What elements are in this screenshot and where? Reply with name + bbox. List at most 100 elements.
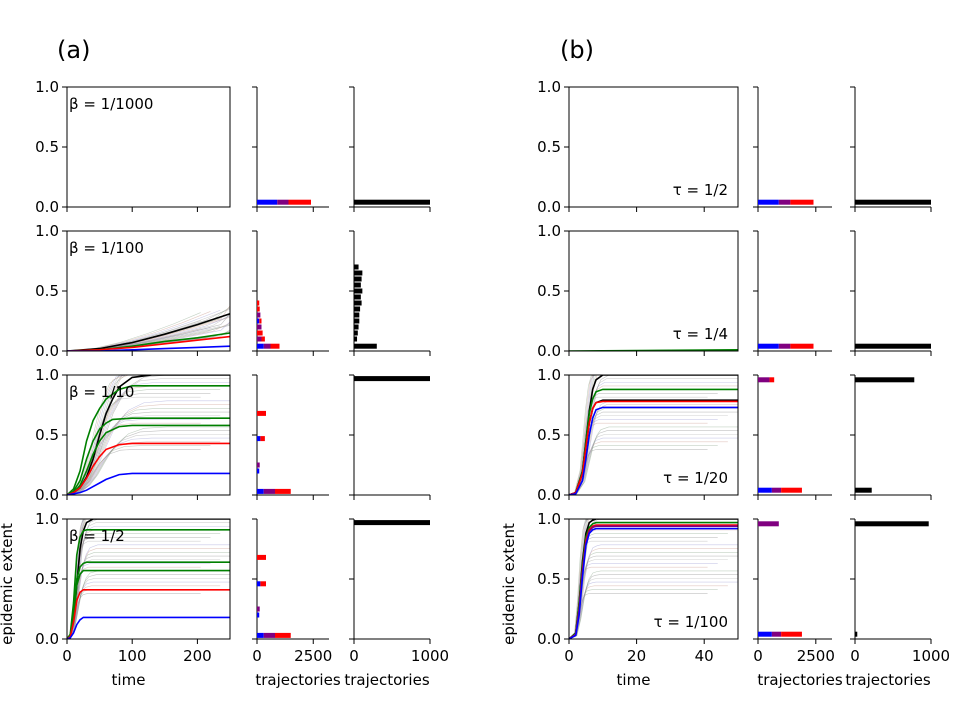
background-trajectory bbox=[67, 552, 230, 639]
series-line bbox=[67, 472, 230, 495]
panel-b: 0.0 0.5 1.0 τ = 1/2 0.0 0.5 1.0 τ = 1/4 0.0 0.5 1.… bbox=[500, 78, 950, 689]
hist-bar-segment bbox=[257, 612, 260, 618]
x-tick-label: 20 bbox=[627, 647, 646, 665]
hist-bar-segment bbox=[257, 324, 262, 330]
background-trajectory bbox=[569, 396, 708, 495]
series-line bbox=[67, 417, 230, 495]
hist-bar-segment bbox=[260, 581, 266, 587]
series-line bbox=[67, 569, 230, 639]
y-tick-label: 0.0 bbox=[537, 198, 561, 216]
y-tick-label: 0.5 bbox=[537, 138, 561, 156]
background-trajectory bbox=[569, 578, 738, 639]
panel-label-a: (a) bbox=[57, 36, 90, 64]
background-trajectory bbox=[67, 419, 211, 495]
background-trajectory bbox=[67, 537, 211, 639]
series-group bbox=[67, 375, 230, 495]
series-line bbox=[67, 528, 230, 639]
hist-bar bbox=[855, 487, 872, 493]
hist-bar-segment bbox=[277, 199, 289, 205]
hist-right-x-label: trajectories bbox=[344, 671, 430, 689]
background-trajectory bbox=[67, 411, 230, 495]
x-tick-label: 200 bbox=[183, 647, 212, 665]
hist-bar-segment bbox=[257, 554, 266, 560]
y-tick-label: 1.0 bbox=[537, 78, 561, 96]
y-tick-label: 0.0 bbox=[537, 486, 561, 504]
y-tick-label: 0.5 bbox=[537, 426, 561, 444]
hist-bar bbox=[354, 199, 430, 205]
series-line bbox=[67, 616, 230, 639]
hist-bar bbox=[354, 343, 377, 349]
hist-bar bbox=[855, 377, 915, 383]
y-tick-label: 0.0 bbox=[35, 198, 59, 216]
panels: 0.0 0.5 1.0 β = 1/1000 0.0 0.5 1.0 β = 1/100 0.0… bbox=[0, 78, 950, 689]
x-axis-label: time bbox=[617, 671, 651, 689]
background-trajectory bbox=[67, 375, 230, 495]
hist-bar-segment bbox=[259, 318, 262, 324]
hist-bar bbox=[354, 318, 360, 324]
hist-bar-segment bbox=[257, 632, 264, 638]
x-tick-label: 40 bbox=[695, 647, 714, 665]
background-trajectory bbox=[67, 581, 230, 639]
background-trajectory bbox=[569, 430, 738, 495]
hist-bar-segment bbox=[778, 199, 791, 205]
hist-bar-segment bbox=[790, 343, 814, 349]
hist-bar bbox=[354, 276, 362, 282]
hist-bar-segment bbox=[270, 343, 280, 349]
hist-bar-segment bbox=[263, 632, 275, 638]
hist-bar-segment bbox=[257, 488, 264, 494]
series-group bbox=[569, 519, 738, 639]
background-trajectory bbox=[569, 426, 738, 495]
hist-bar bbox=[354, 282, 361, 288]
hist-bar-segment bbox=[257, 306, 260, 312]
y-tick-label: 0.5 bbox=[537, 282, 561, 300]
hist-bar-segment bbox=[257, 199, 278, 205]
hist-bar-segment bbox=[263, 343, 271, 349]
hist-bar-segment bbox=[790, 199, 814, 205]
background-trajectory bbox=[67, 544, 230, 639]
background-trajectory bbox=[569, 519, 708, 639]
background-trajectory bbox=[67, 434, 230, 495]
hist-right-x-label: trajectories bbox=[845, 671, 931, 689]
hist-bar-segment bbox=[257, 330, 263, 336]
x-tick-label: 0 bbox=[62, 647, 72, 665]
series-group bbox=[67, 519, 230, 639]
series-group bbox=[67, 305, 230, 351]
y-tick-label: 1.0 bbox=[35, 78, 59, 96]
hist-bar bbox=[354, 294, 361, 300]
hist-bar-segment bbox=[758, 199, 779, 205]
annotation-label: β = 1/1000 bbox=[69, 95, 153, 113]
background-trajectory bbox=[569, 570, 738, 639]
background-trajectory bbox=[67, 437, 230, 495]
x-tick-label: 0 bbox=[753, 647, 763, 665]
y-tick-label: 0.5 bbox=[537, 570, 561, 588]
x-tick-label: 2500 bbox=[797, 647, 835, 665]
panel-label-b: (b) bbox=[560, 36, 594, 64]
series-line bbox=[67, 588, 230, 639]
hist-bar-segment bbox=[771, 487, 782, 493]
series-line bbox=[67, 442, 230, 495]
hist-bar-segment bbox=[257, 581, 261, 587]
hist-bar bbox=[354, 330, 358, 336]
background-trajectory bbox=[67, 408, 230, 495]
hist-bar-segment bbox=[758, 377, 770, 383]
y-tick-label: 1.0 bbox=[35, 366, 59, 384]
series-line bbox=[67, 313, 230, 351]
background-trajectory bbox=[67, 555, 230, 639]
background-trajectory bbox=[67, 559, 221, 639]
x-tick-label: 0 bbox=[564, 647, 574, 665]
hist-bar-segment bbox=[257, 436, 261, 442]
hist-bar-segment bbox=[758, 631, 772, 637]
background-trajectory bbox=[569, 375, 718, 495]
hist-bar-segment bbox=[275, 488, 291, 494]
annotation-label: β = 1/100 bbox=[69, 239, 144, 257]
y-tick-label: 0.5 bbox=[35, 138, 59, 156]
series-line bbox=[67, 345, 230, 351]
hist-bar-segment bbox=[257, 343, 264, 349]
background-trajectory bbox=[67, 404, 230, 495]
y-tick-label: 1.0 bbox=[537, 366, 561, 384]
hist-bar-segment bbox=[257, 312, 261, 318]
hist-bar-segment bbox=[260, 436, 265, 442]
background-trajectory bbox=[67, 589, 211, 639]
background-trajectory bbox=[67, 566, 201, 639]
